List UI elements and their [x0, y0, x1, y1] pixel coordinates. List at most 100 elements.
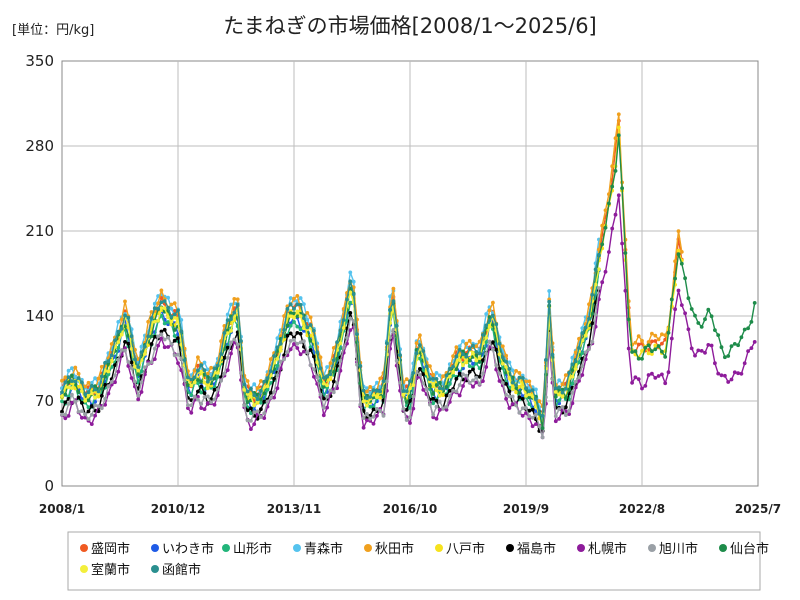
data-point: [437, 386, 442, 391]
legend-marker: [648, 544, 656, 552]
data-point: [451, 388, 455, 393]
data-point: [484, 336, 489, 340]
data-point: [633, 349, 638, 354]
data-point: [196, 389, 200, 394]
data-point: [288, 323, 293, 328]
data-point: [268, 395, 273, 400]
data-point: [434, 388, 439, 393]
data-point: [192, 394, 197, 399]
data-point: [166, 345, 171, 349]
x-axis: 2008/1 2010/12 2013/11 2016/10 2019/9 2022/8 2…: [39, 502, 781, 516]
legend-item: 青森市: [293, 541, 343, 557]
data-point: [162, 321, 167, 326]
data-point: [186, 383, 190, 388]
data-point: [235, 342, 240, 347]
data-point: [663, 355, 668, 359]
data-point: [272, 354, 276, 358]
data-point: [232, 310, 237, 315]
data-point: [593, 282, 598, 287]
data-point: [288, 339, 293, 343]
data-point: [507, 406, 512, 410]
data-point: [371, 388, 376, 392]
data-point: [726, 380, 731, 384]
legend-item: 八戸市: [435, 541, 485, 557]
data-point: [716, 333, 721, 337]
data-point: [219, 378, 224, 383]
data-point: [497, 352, 502, 357]
data-point: [623, 288, 628, 293]
data-point: [530, 415, 535, 420]
data-point: [646, 343, 651, 348]
data-point: [689, 307, 694, 311]
data-point: [252, 393, 257, 397]
data-point: [232, 297, 237, 301]
data-point: [113, 338, 117, 343]
data-point: [348, 328, 353, 332]
x-tick-label: 2010/12: [151, 502, 205, 516]
data-point: [514, 390, 518, 395]
data-point: [109, 358, 114, 363]
data-point: [434, 377, 439, 381]
data-point: [215, 374, 220, 379]
data-point: [669, 297, 674, 302]
data-point: [600, 280, 605, 285]
data-point: [162, 337, 167, 342]
data-point: [447, 382, 452, 386]
data-point: [547, 299, 552, 304]
legend-item: 山形市: [222, 541, 272, 557]
data-point: [275, 345, 280, 350]
data-point: [66, 385, 71, 390]
data-point: [99, 374, 104, 379]
data-point: [152, 346, 157, 351]
data-point: [567, 408, 571, 413]
data-point: [447, 366, 452, 371]
data-point: [262, 379, 267, 384]
data-point: [451, 354, 455, 359]
data-point: [129, 334, 134, 339]
data-point: [673, 307, 677, 312]
data-point: [504, 359, 508, 364]
data-point: [321, 385, 326, 389]
data-point: [375, 413, 379, 418]
data-point: [676, 252, 681, 257]
data-point: [335, 356, 339, 361]
data-point: [249, 386, 253, 391]
data-point: [252, 410, 257, 415]
data-point: [504, 364, 508, 369]
data-point: [646, 351, 651, 356]
data-point: [225, 331, 230, 336]
data-point: [70, 400, 74, 405]
data-point: [262, 399, 267, 404]
data-point: [235, 302, 240, 307]
data-point: [560, 405, 565, 409]
data-point: [613, 136, 618, 141]
data-point: [673, 276, 677, 281]
series-12: [60, 252, 601, 418]
data-point: [616, 112, 621, 117]
y-tick-label: 280: [25, 137, 54, 155]
legend-item: 福島市: [506, 541, 556, 557]
data-point: [534, 387, 538, 392]
data-point: [192, 380, 197, 385]
data-point: [517, 375, 522, 380]
data-point: [590, 321, 595, 326]
data-point: [302, 302, 306, 306]
data-point: [139, 390, 144, 394]
data-point: [172, 309, 177, 313]
data-point: [530, 388, 535, 392]
data-point: [616, 125, 621, 130]
data-point: [494, 322, 499, 326]
data-point: [172, 353, 177, 358]
data-point: [616, 133, 621, 138]
data-point: [66, 380, 71, 385]
data-point: [424, 364, 429, 369]
data-point: [361, 399, 366, 404]
data-point: [275, 336, 280, 341]
data-point: [265, 387, 270, 392]
data-point: [338, 359, 343, 363]
data-point: [80, 389, 84, 393]
data-point: [484, 351, 489, 356]
data-point: [345, 297, 349, 302]
data-point: [162, 327, 167, 332]
data-point: [355, 332, 359, 337]
